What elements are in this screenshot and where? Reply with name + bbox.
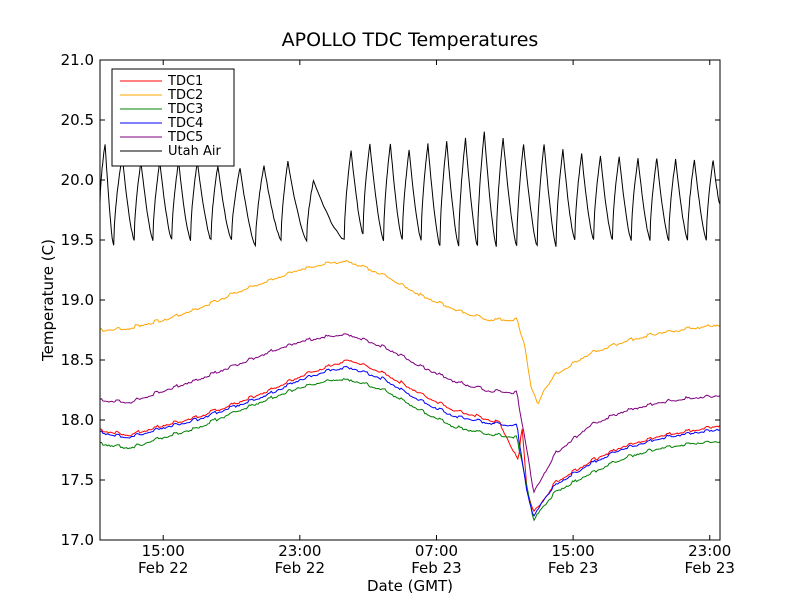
y-tick-label: 19.0 xyxy=(61,291,94,309)
series-line-tdc2 xyxy=(100,260,720,405)
series-line-tdc1 xyxy=(100,359,720,513)
x-tick-label-date: Feb 23 xyxy=(548,559,598,577)
chart-title: APOLLO TDC Temperatures xyxy=(282,29,539,51)
legend-label: Utah Air xyxy=(168,144,221,159)
series-line-tdc5 xyxy=(100,333,720,494)
y-tick-label: 20.0 xyxy=(61,171,94,189)
y-tick-label: 18.5 xyxy=(61,351,94,369)
y-tick-label: 17.0 xyxy=(61,531,94,549)
series-line-utah-air xyxy=(100,131,720,248)
x-tick-label-date: Feb 23 xyxy=(411,559,461,577)
y-axis-label: Temperature (C) xyxy=(39,239,57,362)
y-tick-label: 20.5 xyxy=(61,111,94,129)
legend-label: TDC3 xyxy=(167,102,203,117)
series-line-tdc3 xyxy=(100,377,720,522)
x-tick-label-time: 23:00 xyxy=(688,542,731,560)
axes: 17.0 17.5 18.0 18.5 19.0 19.5 20.0 20.5 21.0 15:0… xyxy=(61,51,735,577)
y-tick-label: 17.5 xyxy=(61,471,94,489)
x-tick-label-time: 15:00 xyxy=(142,542,185,560)
x-tick-label-date: Feb 23 xyxy=(685,559,735,577)
legend-label: TDC5 xyxy=(167,130,203,145)
y-tick-label: 18.0 xyxy=(61,411,94,429)
x-tick-label-time: 23:00 xyxy=(278,542,321,560)
x-tick-label-time: 15:00 xyxy=(551,542,594,560)
legend-label: TDC4 xyxy=(167,116,203,131)
x-axis-label: Date (GMT) xyxy=(367,577,453,595)
plot-area xyxy=(100,131,720,522)
legend-label: TDC2 xyxy=(167,88,203,103)
series-line-tdc4 xyxy=(100,365,720,517)
x-tick-label-time: 07:00 xyxy=(415,542,458,560)
legend-box xyxy=(111,68,235,167)
legend-label: TDC1 xyxy=(167,74,203,89)
x-tick-label-date: Feb 22 xyxy=(275,559,325,577)
y-tick-label: 21.0 xyxy=(61,51,94,69)
y-tick-label: 19.5 xyxy=(61,231,94,249)
x-tick-label-date: Feb 22 xyxy=(138,559,188,577)
